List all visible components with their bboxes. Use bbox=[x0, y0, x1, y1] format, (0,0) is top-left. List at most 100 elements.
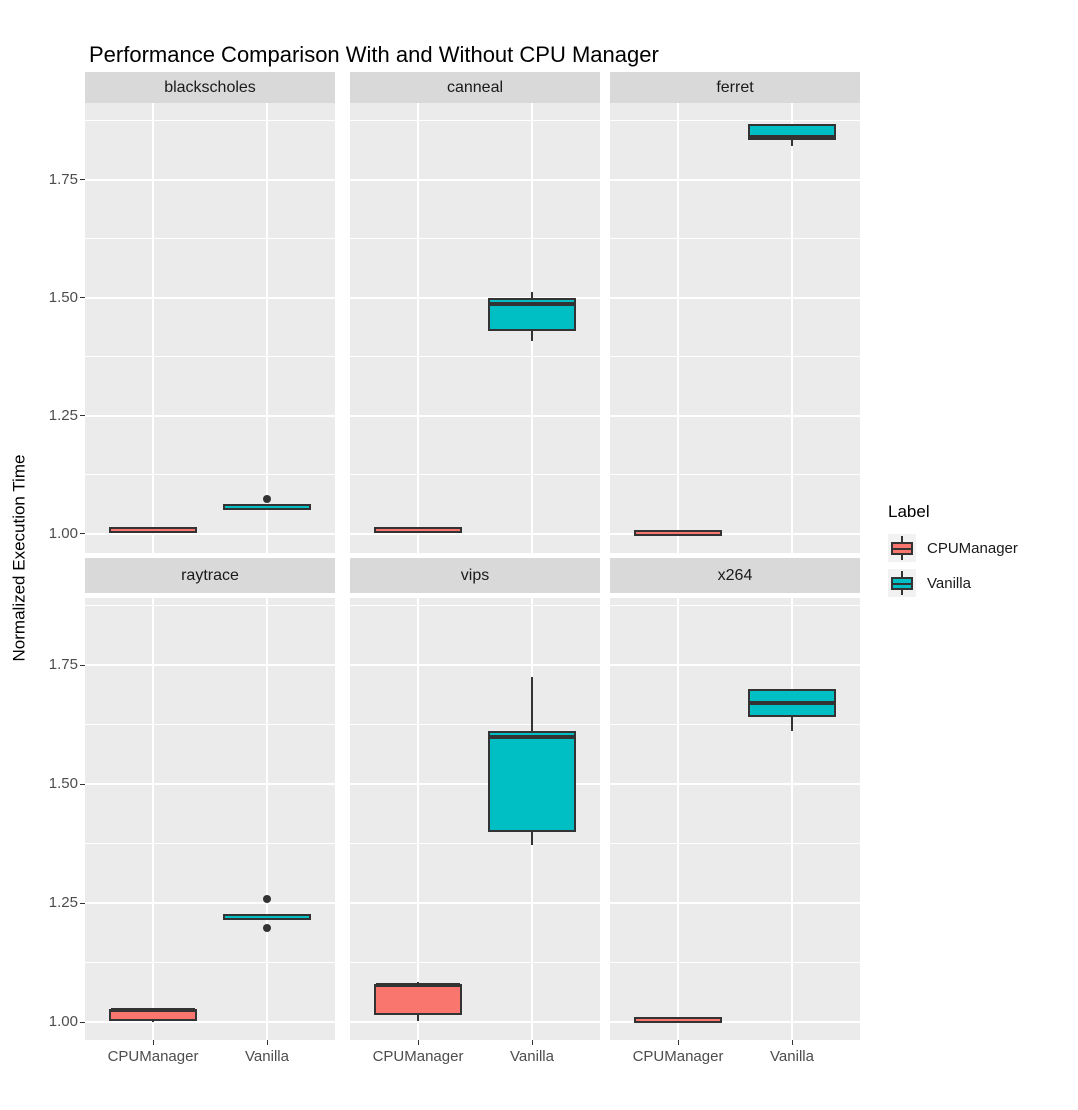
x-tick-mark bbox=[791, 1040, 793, 1045]
y-tick-label: 1.50 bbox=[48, 775, 78, 792]
gridline-minor bbox=[350, 962, 600, 963]
x-tick-label: CPUManager bbox=[372, 1048, 464, 1065]
legend-label: CPUManager bbox=[927, 539, 1018, 557]
facet-strip-blackscholes: blackscholes bbox=[85, 72, 335, 103]
gridline-minor bbox=[610, 962, 860, 963]
legend-entry-vanilla: Vanilla bbox=[888, 569, 1018, 597]
gridline-minor bbox=[610, 238, 860, 239]
gridline-vertical bbox=[791, 598, 793, 1040]
gridline-major bbox=[85, 296, 335, 299]
gridline-major bbox=[350, 1021, 600, 1023]
boxplot-blackscholes-vanilla-outlier bbox=[263, 494, 271, 503]
x-tick-label: CPUManager bbox=[107, 1048, 199, 1065]
y-tick-label: 1.25 bbox=[48, 406, 78, 424]
boxplot-canneal-vanilla-median bbox=[490, 301, 574, 306]
facet-strip-x264: x264 bbox=[610, 558, 860, 593]
gridline-minor bbox=[85, 962, 335, 963]
gridline-vertical bbox=[791, 103, 793, 553]
gridline-minor bbox=[85, 356, 335, 357]
legend-key-median bbox=[893, 547, 911, 550]
gridline-minor bbox=[85, 724, 335, 725]
boxplot-raytrace-vanilla-outlier bbox=[263, 924, 271, 933]
legend-entry-cpumanager: CPUManager bbox=[888, 534, 1018, 562]
x-tick-label: CPUManager bbox=[632, 1048, 724, 1065]
facet-panel-ferret bbox=[610, 103, 860, 553]
gridline-major bbox=[610, 414, 860, 417]
legend-key-boxplot-icon bbox=[888, 569, 916, 597]
chart-title: Performance Comparison With and Without … bbox=[89, 42, 659, 67]
x-tick-mark bbox=[531, 1040, 533, 1045]
gridline-major bbox=[85, 414, 335, 417]
gridline-minor bbox=[350, 474, 600, 475]
y-tick-mark bbox=[80, 1021, 85, 1023]
facet-strip-ferret: ferret bbox=[610, 72, 860, 103]
gridline-vertical bbox=[152, 598, 154, 1040]
x-tick-label: Vanilla bbox=[245, 1048, 289, 1065]
gridline-vertical bbox=[677, 103, 679, 553]
gridline-minor bbox=[85, 238, 335, 239]
gridline-minor bbox=[350, 724, 600, 725]
facet-strip-label: canneal bbox=[446, 78, 504, 96]
y-tick-mark bbox=[80, 783, 85, 785]
gridline-vertical bbox=[417, 598, 419, 1040]
gridline-major bbox=[610, 1021, 860, 1023]
y-tick-label: 1.00 bbox=[48, 524, 78, 542]
x-tick-mark bbox=[266, 1040, 268, 1045]
facet-panel-vips bbox=[350, 598, 600, 1040]
gridline-minor bbox=[350, 356, 600, 357]
boxplot-blackscholes-cpumanager-box bbox=[109, 527, 197, 534]
facet-panel-raytrace bbox=[85, 598, 335, 1040]
gridline-minor bbox=[610, 474, 860, 475]
x-tick-label: Vanilla bbox=[770, 1048, 814, 1065]
facet-panel-x264 bbox=[610, 598, 860, 1040]
y-tick-label: 1.75 bbox=[48, 656, 78, 673]
gridline-vertical bbox=[266, 103, 268, 553]
gridline-major bbox=[610, 296, 860, 299]
gridline-minor bbox=[85, 120, 335, 121]
gridline-minor bbox=[610, 843, 860, 844]
y-axis-title: Normalized Execution Time bbox=[9, 454, 29, 662]
gridline-major bbox=[85, 1021, 335, 1023]
facet-strip-label: raytrace bbox=[181, 566, 239, 584]
y-tick-label: 1.50 bbox=[48, 288, 78, 306]
gridline-major bbox=[610, 532, 860, 535]
boxplot-x264-cpumanager-box bbox=[634, 1016, 722, 1023]
gridline-minor bbox=[350, 605, 600, 606]
gridline-major bbox=[350, 902, 600, 904]
legend-key-box bbox=[891, 542, 913, 555]
gridline-major bbox=[350, 178, 600, 181]
gridline-major bbox=[350, 532, 600, 535]
gridline-vertical bbox=[417, 103, 419, 553]
gridline-minor bbox=[85, 474, 335, 475]
gridline-major bbox=[85, 178, 335, 181]
gridline-minor bbox=[610, 605, 860, 606]
gridline-major bbox=[85, 783, 335, 785]
legend-title: Label bbox=[888, 502, 930, 521]
y-tick-label: 1.25 bbox=[48, 894, 78, 911]
gridline-minor bbox=[610, 356, 860, 357]
gridline-major bbox=[610, 902, 860, 904]
boxplot-vips-vanilla-median bbox=[490, 735, 574, 740]
legend-label: Vanilla bbox=[927, 574, 971, 592]
boxplot-canneal-cpumanager-box bbox=[374, 527, 462, 534]
gridline-major bbox=[610, 783, 860, 785]
boxplot-raytrace-vanilla-box bbox=[223, 914, 311, 921]
x-tick-label: Vanilla bbox=[510, 1048, 554, 1065]
facet-strip-label: blackscholes bbox=[164, 78, 256, 96]
x-tick-mark bbox=[152, 1040, 154, 1045]
legend-entries: CPUManager Vanilla bbox=[888, 534, 1018, 597]
legend-key-median bbox=[893, 582, 911, 585]
gridline-vertical bbox=[152, 103, 154, 553]
facet-strip-vips: vips bbox=[350, 558, 600, 593]
y-tick-mark bbox=[80, 664, 85, 666]
y-tick-mark bbox=[80, 179, 85, 180]
boxplot-raytrace-cpumanager-median bbox=[111, 1007, 195, 1012]
x-tick-mark bbox=[417, 1040, 419, 1045]
gridline-minor bbox=[85, 843, 335, 844]
facet-panel-blackscholes bbox=[85, 103, 335, 553]
legend-key-box bbox=[891, 577, 913, 590]
gridline-major bbox=[85, 902, 335, 904]
gridline-major bbox=[350, 296, 600, 299]
gridline-vertical bbox=[677, 598, 679, 1040]
